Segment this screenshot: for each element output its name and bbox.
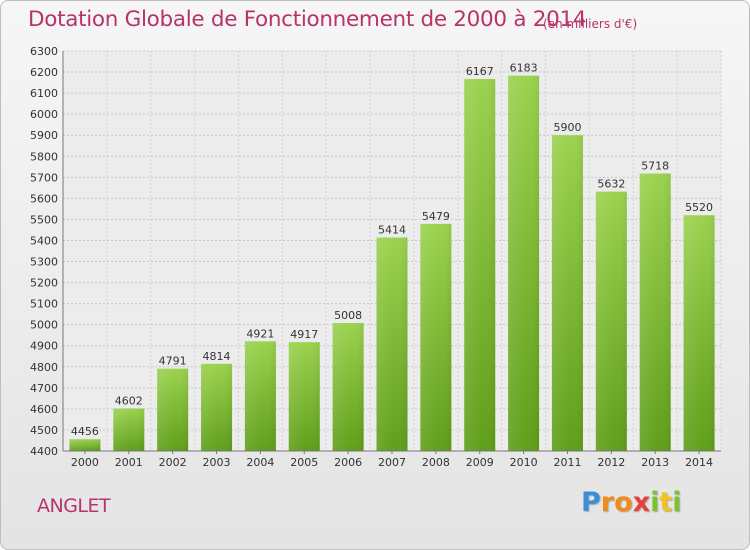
bar-value-label: 5718 <box>641 160 669 173</box>
y-tick-label: 5100 <box>30 298 58 311</box>
bars: 4456 4602 4791 4814 4921 4917 5008 5414 5479 6167… <box>69 62 715 452</box>
y-tick-label: 4600 <box>30 403 58 416</box>
x-tick-label: 2011 <box>553 456 581 469</box>
y-tick-label: 5800 <box>30 150 58 163</box>
bar-value-label: 4814 <box>203 350 231 363</box>
y-tick-label: 6200 <box>30 66 58 79</box>
bar-highlight <box>595 191 627 451</box>
bar-highlight <box>464 79 496 451</box>
bar-highlight <box>332 323 364 451</box>
bar-highlight <box>201 363 233 451</box>
bar-value-label: 5479 <box>422 210 450 223</box>
bar-value-label: 4917 <box>290 328 318 341</box>
logo-letter: P <box>581 487 601 518</box>
x-tick-label: 2014 <box>685 456 713 469</box>
bar-highlight <box>376 237 408 451</box>
y-tick-label: 5200 <box>30 277 58 290</box>
bar-value-label: 6183 <box>510 62 538 75</box>
bar-highlight <box>639 173 671 452</box>
unit-note: (en milliers d'€) <box>543 17 638 31</box>
y-tick-label: 6100 <box>30 87 58 100</box>
bar-highlight <box>244 341 276 451</box>
y-tick-label: 6300 <box>30 45 58 58</box>
y-tick-label: 5600 <box>30 192 58 205</box>
y-tick-label: 5000 <box>30 319 58 332</box>
x-tick-label: 2006 <box>334 456 362 469</box>
bar-highlight <box>551 135 583 452</box>
bar-value-label: 5008 <box>334 309 362 322</box>
y-tick-label: 6000 <box>30 108 58 121</box>
bar-value-label: 5520 <box>685 201 713 214</box>
y-tick-label: 4700 <box>30 382 58 395</box>
logo-letter: o <box>614 487 633 518</box>
bar-highlight <box>157 368 189 451</box>
x-tick-label: 2002 <box>159 456 187 469</box>
x-tick-label: 2010 <box>510 456 538 469</box>
bar-value-label: 4456 <box>71 425 99 438</box>
logo-letter: t <box>659 487 673 518</box>
x-tick-label: 2003 <box>203 456 231 469</box>
y-tick-label: 4900 <box>30 340 58 353</box>
y-tick-label: 5700 <box>30 171 58 184</box>
y-tick-label: 4800 <box>30 361 58 374</box>
y-tick-label: 4500 <box>30 424 58 437</box>
logo-letter: x <box>632 487 651 518</box>
bar-highlight <box>288 342 320 451</box>
bar-highlight <box>508 75 540 451</box>
bar-value-label: 6167 <box>466 65 494 78</box>
commune-name: ANGLET <box>37 495 111 517</box>
logo-letter: i <box>650 487 660 518</box>
chart-title: Dotation Globale de Fonctionnement de 20… <box>28 7 587 32</box>
axes: 4400 4500 4600 4700 4800 4900 5000 5100 5200 5300… <box>30 45 721 469</box>
x-tick-label: 2000 <box>71 456 99 469</box>
bar-value-label: 4921 <box>246 327 274 340</box>
x-tick-label: 2013 <box>641 456 669 469</box>
bar-value-label: 5632 <box>597 178 625 191</box>
y-tick-label: 4400 <box>30 445 58 458</box>
bar-highlight <box>69 439 101 451</box>
bar-highlight <box>683 215 715 451</box>
logo-letter: i <box>672 487 682 518</box>
proxiti-logo: Proxiti <box>581 487 682 518</box>
bar-value-label: 5900 <box>553 121 581 134</box>
x-tick-label: 2008 <box>422 456 450 469</box>
bar-value-label: 4791 <box>159 355 187 368</box>
y-tick-label: 5900 <box>30 129 58 142</box>
bar-value-label: 5414 <box>378 224 406 237</box>
x-tick-label: 2005 <box>290 456 318 469</box>
bar-value-label: 4602 <box>115 394 143 407</box>
x-tick-label: 2004 <box>246 456 274 469</box>
bar-highlight <box>420 223 452 451</box>
y-tick-label: 5500 <box>30 213 58 226</box>
bar-highlight <box>113 408 145 451</box>
x-tick-label: 2001 <box>115 456 143 469</box>
y-tick-label: 5300 <box>30 256 58 269</box>
x-tick-label: 2009 <box>466 456 494 469</box>
x-tick-label: 2012 <box>597 456 625 469</box>
y-tick-label: 5400 <box>30 234 58 247</box>
logo-letter: r <box>600 487 615 518</box>
x-tick-label: 2007 <box>378 456 406 469</box>
